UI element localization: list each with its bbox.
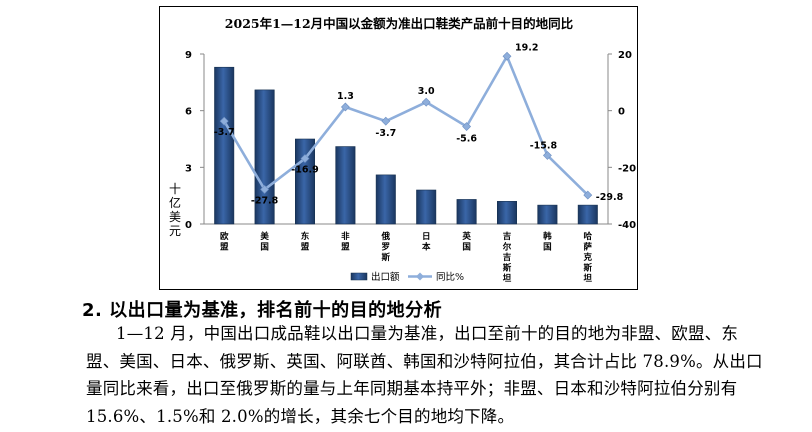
category-label-char: 俄 bbox=[381, 231, 391, 242]
section-heading: 2. 以出口量为基准，排名前十的目的地分析 bbox=[82, 300, 443, 321]
legend-line-marker bbox=[416, 272, 424, 281]
category-label-char: 韩 bbox=[543, 231, 552, 242]
category-label-char: 国 bbox=[260, 242, 269, 253]
category-label-char: 本 bbox=[422, 242, 431, 253]
bar bbox=[375, 174, 396, 225]
yoy-data-label: -16.9 bbox=[291, 165, 318, 176]
bar bbox=[537, 204, 558, 225]
category-label-char: 国 bbox=[462, 242, 471, 253]
y-axis-label-char: 美 bbox=[169, 210, 181, 224]
category-label-char: 盟 bbox=[341, 242, 350, 253]
category-label-char: 斯 bbox=[503, 263, 512, 274]
yoy-data-label: 19.2 bbox=[515, 42, 538, 53]
bar bbox=[254, 89, 275, 225]
category-label-char: 萨 bbox=[584, 242, 593, 253]
legend-bar-swatch bbox=[350, 272, 368, 281]
y-axis-label-char: 元 bbox=[169, 224, 181, 238]
yoy-data-label: -3.7 bbox=[375, 128, 396, 139]
yoy-point bbox=[462, 122, 472, 131]
yoy-data-label: 1.3 bbox=[337, 91, 354, 102]
chart-frame: 2025年1—12月中国以金额为准出口鞋类产品前十目的地同比 0 3 6 9 -40 -2… bbox=[159, 6, 638, 290]
bar bbox=[295, 138, 315, 225]
section-paragraph: 1—12 月，中国出口成品鞋以出口量为基准，出口至前十的目的地为非盟、欧盟、东盟… bbox=[86, 324, 763, 426]
bar bbox=[577, 204, 598, 225]
bar bbox=[456, 199, 477, 225]
chart-title: 2025年1—12月中国以金额为准出口鞋类产品前十目的地同比 bbox=[225, 16, 574, 31]
category-label-char: 美 bbox=[260, 231, 269, 242]
category-label-char: 坦 bbox=[584, 273, 593, 284]
yoy-data-label: -3.7 bbox=[214, 127, 235, 138]
category-label-char: 英 bbox=[461, 231, 471, 242]
yoy-point bbox=[542, 151, 552, 160]
yoy-data-label: -5.6 bbox=[456, 134, 477, 145]
y-axis-label-char: 十 bbox=[169, 182, 181, 196]
category-label-char: 日 bbox=[422, 232, 431, 242]
yoy-data-label: -27.8 bbox=[251, 195, 279, 206]
category-label-char: 非 bbox=[341, 231, 350, 242]
left-tick-label: 0 bbox=[185, 220, 192, 231]
category-label-char: 斯 bbox=[584, 263, 593, 274]
yoy-point bbox=[219, 116, 229, 126]
category-label-char: 尔 bbox=[502, 242, 512, 253]
bar bbox=[214, 66, 235, 225]
right-tick-label: -20 bbox=[618, 163, 636, 174]
bar bbox=[416, 189, 437, 225]
yoy-data-label: -29.8 bbox=[596, 192, 624, 203]
category-label-char: 坦 bbox=[503, 273, 512, 284]
yoy-point bbox=[421, 97, 431, 107]
category-label-char: 盟 bbox=[301, 242, 310, 253]
bar bbox=[497, 201, 517, 225]
y-axis-label-char: 亿 bbox=[169, 195, 181, 210]
yoy-point bbox=[381, 116, 391, 126]
left-tick-label: 6 bbox=[185, 107, 192, 118]
left-tick-label: 3 bbox=[185, 163, 192, 174]
yoy-line bbox=[223, 54, 589, 197]
category-label-char: 克 bbox=[584, 252, 593, 263]
category-label-char: 罗 bbox=[382, 243, 391, 253]
right-tick-label: 20 bbox=[618, 50, 632, 61]
category-label-char: 吉 bbox=[503, 231, 512, 242]
category-label-char: 国 bbox=[543, 242, 552, 253]
left-tick-label: 9 bbox=[185, 50, 192, 61]
bar bbox=[335, 146, 356, 225]
yoy-point bbox=[260, 185, 270, 194]
right-tick-label: -40 bbox=[618, 220, 636, 231]
category-label-char: 东 bbox=[301, 231, 310, 242]
yoy-data-label: -15.8 bbox=[530, 140, 558, 151]
export-chart: 2025年1—12月中国以金额为准出口鞋类产品前十目的地同比 0 3 6 9 -40 -2… bbox=[169, 16, 636, 284]
yoy-point bbox=[502, 51, 512, 61]
yoy-point bbox=[583, 190, 593, 200]
category-label-char: 哈 bbox=[584, 231, 593, 242]
category-label-char: 斯 bbox=[382, 252, 391, 263]
category-label-char: 吉 bbox=[503, 252, 512, 263]
yoy-data-label: 3.0 bbox=[418, 86, 435, 97]
legend-line-label: 同比% bbox=[436, 271, 464, 283]
right-tick-label: 0 bbox=[618, 107, 625, 118]
category-label-char: 盟 bbox=[220, 242, 229, 253]
legend-bar-label: 出口额 bbox=[371, 271, 400, 283]
category-label-char: 欧 bbox=[220, 231, 229, 242]
yoy-point bbox=[340, 102, 350, 112]
yoy-point bbox=[300, 154, 310, 163]
